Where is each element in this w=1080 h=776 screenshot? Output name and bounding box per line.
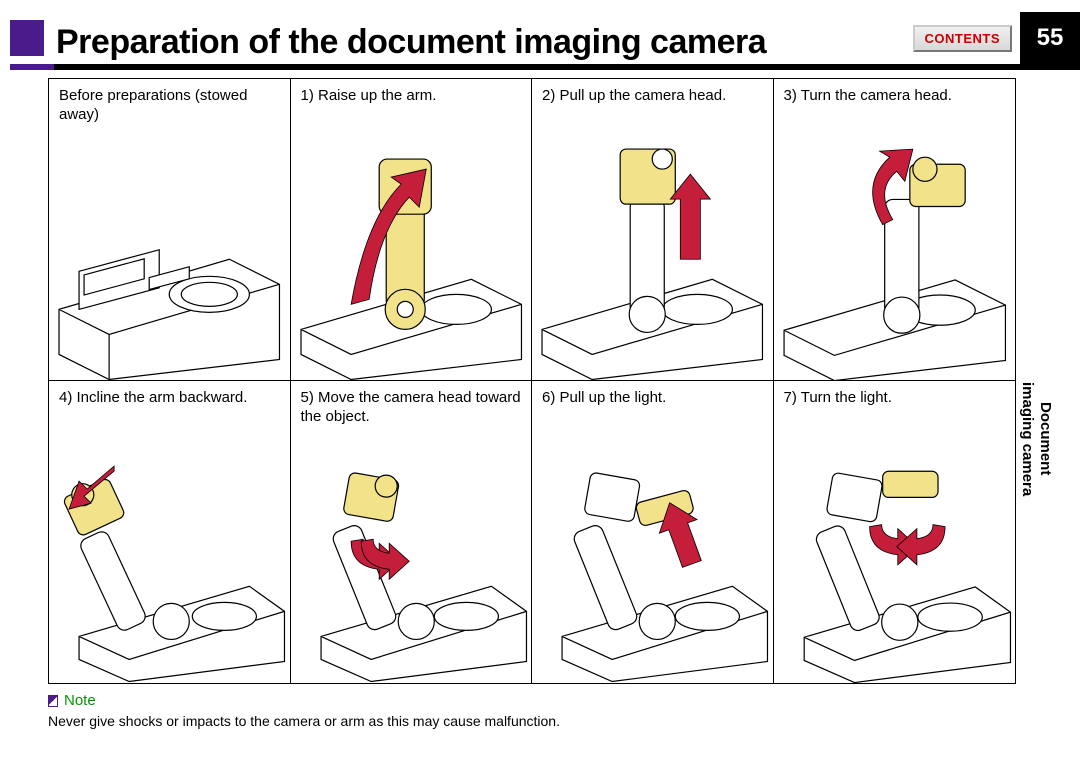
diagram-pull-head	[532, 129, 772, 380]
step-label: 1) Raise up the arm.	[301, 87, 522, 106]
step-label: 4) Incline the arm backward.	[59, 389, 280, 408]
step-cell-0: Before preparations (stowed away)	[49, 79, 291, 381]
step-label: 5) Move the camera head toward the objec…	[301, 389, 522, 427]
section-tab-line2: imaging camera	[1019, 382, 1036, 496]
note-text: Never give shocks or impacts to the came…	[48, 713, 1016, 729]
step-label: 2) Pull up the camera head.	[542, 87, 763, 106]
step-cell-7: 7) Turn the light.	[774, 381, 1016, 683]
contents-button[interactable]: CONTENTS	[913, 25, 1013, 52]
step-cell-6: 6) Pull up the light.	[532, 381, 774, 683]
header-divider	[10, 64, 1080, 70]
step-cell-2: 2) Pull up the camera head.	[532, 79, 774, 381]
diagram-turn-light	[774, 431, 1016, 683]
step-label: 3) Turn the camera head.	[784, 87, 1006, 106]
step-cell-1: 1) Raise up the arm.	[291, 79, 533, 381]
steps-grid: Before preparations (stowed away) 1) Rai…	[49, 79, 1015, 683]
step-cell-3: 3) Turn the camera head.	[774, 79, 1016, 381]
step-cell-4: 4) Incline the arm backward.	[49, 381, 291, 683]
section-tab: Document imaging camera	[1018, 382, 1054, 496]
step-label: 7) Turn the light.	[784, 389, 1006, 408]
steps-frame: Before preparations (stowed away) 1) Rai…	[48, 78, 1016, 684]
step-label: Before preparations (stowed away)	[59, 87, 280, 125]
note-label: Note	[64, 692, 96, 709]
diagram-move-head	[291, 431, 531, 682]
note-row: Note	[48, 692, 1016, 709]
diagram-incline-arm	[49, 431, 289, 682]
header-accent-block	[10, 20, 44, 56]
step-label: 6) Pull up the light.	[542, 389, 763, 408]
page-number: 55	[1020, 12, 1080, 64]
title-bar: Preparation of the document imaging came…	[44, 12, 913, 64]
diagram-pull-light	[532, 431, 772, 682]
page-header: Preparation of the document imaging came…	[0, 12, 1080, 64]
step-cell-5: 5) Move the camera head toward the objec…	[291, 381, 533, 683]
diagram-stowed	[49, 129, 289, 380]
note-icon	[48, 695, 58, 707]
page-title: Preparation of the document imaging came…	[56, 23, 766, 62]
diagram-turn-head	[774, 129, 1016, 381]
diagram-raise-arm	[291, 129, 531, 380]
section-tab-line1: Document	[1037, 402, 1054, 475]
